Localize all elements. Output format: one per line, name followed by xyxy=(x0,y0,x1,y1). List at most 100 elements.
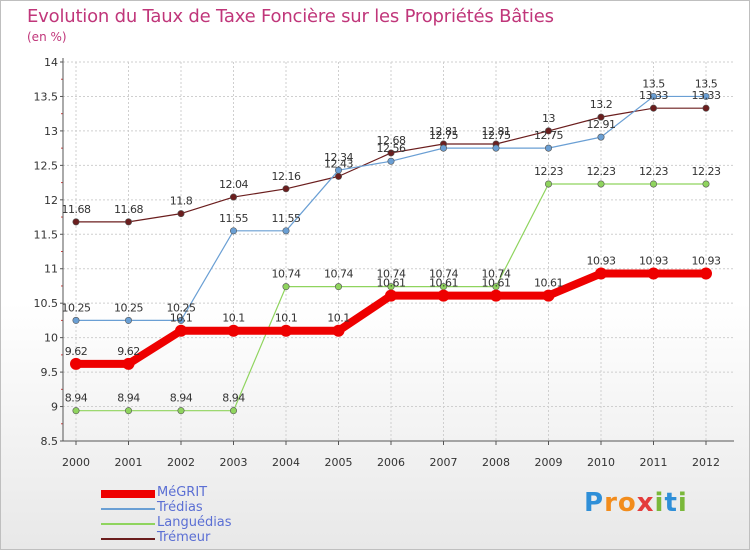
logo-letter: t xyxy=(664,488,678,518)
data-label-langu-dias: 8.94 xyxy=(170,392,193,405)
data-label-m-grit: 10.61 xyxy=(429,277,458,290)
data-label-tr-dias: 11.55 xyxy=(219,212,248,225)
y-tick-label: 11.5 xyxy=(34,228,59,241)
data-point-langu-dias xyxy=(702,180,710,188)
data-label-tr-dias: 10.25 xyxy=(167,301,196,314)
y-tick-label: 12.5 xyxy=(34,159,59,172)
logo-letter: i xyxy=(677,488,688,518)
data-label-langu-dias: 10.74 xyxy=(272,268,301,281)
data-point-m-grit xyxy=(175,324,187,337)
x-tick-label: 2010 xyxy=(587,456,615,469)
x-tick-label: 2005 xyxy=(325,456,353,469)
data-label-tr-meur: 11.68 xyxy=(114,203,143,216)
data-point-m-grit xyxy=(122,357,135,370)
data-point-m-grit xyxy=(437,289,450,302)
legend-label: Trémeur xyxy=(157,530,211,545)
data-point-langu-dias xyxy=(177,407,185,415)
data-label-tr-meur: 13.33 xyxy=(692,89,721,102)
y-tick-label: 9 xyxy=(51,401,58,414)
data-label-m-grit: 10.1 xyxy=(275,312,298,325)
data-point-m-grit xyxy=(332,324,345,337)
data-point-langu-dias xyxy=(334,283,342,291)
data-label-langu-dias: 10.74 xyxy=(324,268,353,281)
legend-label: Trédias xyxy=(157,500,203,515)
data-point-tr-dias xyxy=(72,316,80,324)
data-point-tr-meur xyxy=(282,185,290,193)
data-point-tr-meur xyxy=(125,218,133,226)
y-tick-label: 10.5 xyxy=(34,297,59,310)
data-label-m-grit: 10.61 xyxy=(482,277,511,290)
y-tick-label: 10 xyxy=(44,332,58,345)
data-label-tr-meur: 11.8 xyxy=(170,195,193,208)
data-label-tr-dias: 13.5 xyxy=(642,77,665,90)
data-point-langu-dias xyxy=(72,407,80,415)
data-label-langu-dias: 10.74 xyxy=(377,268,406,281)
data-point-langu-dias xyxy=(597,180,605,188)
data-point-m-grit xyxy=(595,267,607,280)
data-label-m-grit: 10.1 xyxy=(327,312,350,325)
data-point-m-grit xyxy=(70,357,82,370)
data-label-m-grit: 10.93 xyxy=(639,255,668,268)
data-point-m-grit xyxy=(385,289,397,302)
y-tick-label: 13 xyxy=(44,125,58,138)
data-point-tr-dias xyxy=(177,316,185,324)
y-tick-label: 13.5 xyxy=(34,90,59,103)
data-point-m-grit xyxy=(280,324,292,337)
data-point-tr-dias xyxy=(439,144,447,152)
data-label-tr-meur: 11.68 xyxy=(62,203,91,216)
legend-label: Languédias xyxy=(157,515,232,530)
data-point-langu-dias xyxy=(125,407,133,415)
y-tick-label: 12 xyxy=(44,194,58,207)
data-point-tr-meur xyxy=(649,104,657,112)
data-point-tr-meur xyxy=(72,218,80,226)
data-label-tr-dias: 11.55 xyxy=(272,212,301,225)
legend-swatch xyxy=(101,490,155,498)
data-point-tr-meur xyxy=(544,127,552,135)
data-label-langu-dias: 8.94 xyxy=(65,392,88,405)
data-point-tr-dias xyxy=(597,133,605,141)
data-label-tr-dias: 12.75 xyxy=(482,129,511,142)
data-point-tr-dias xyxy=(702,92,710,100)
data-label-m-grit: 9.62 xyxy=(117,345,140,358)
y-tick-label: 14 xyxy=(44,56,58,69)
data-label-m-grit: 10.93 xyxy=(692,255,721,268)
data-point-tr-dias xyxy=(492,144,500,152)
x-tick-label: 2008 xyxy=(482,456,510,469)
data-label-langu-dias: 12.23 xyxy=(692,165,721,178)
data-label-m-grit: 10.1 xyxy=(222,312,245,325)
data-point-tr-dias xyxy=(230,227,238,235)
data-point-langu-dias xyxy=(544,180,552,188)
data-point-tr-meur xyxy=(230,193,238,201)
x-tick-label: 2006 xyxy=(377,456,405,469)
data-point-tr-dias xyxy=(282,227,290,235)
y-tick-label: 9.5 xyxy=(41,366,59,379)
data-label-tr-meur: 12.81 xyxy=(482,125,511,138)
x-tick-label: 2002 xyxy=(167,456,195,469)
data-label-langu-dias: 12.23 xyxy=(587,165,616,178)
x-tick-label: 2012 xyxy=(692,456,720,469)
data-label-tr-meur: 12.81 xyxy=(429,125,458,138)
data-point-langu-dias xyxy=(282,283,290,291)
data-label-tr-dias: 12.75 xyxy=(429,129,458,142)
logo-letter: i xyxy=(654,488,665,518)
logo-letter: o xyxy=(617,488,637,518)
grid xyxy=(63,61,734,442)
legend-label: MéGRIT xyxy=(157,485,208,500)
data-point-langu-dias xyxy=(649,180,657,188)
series-lines xyxy=(70,92,712,415)
axes: 8.5 9 9.5 10 10.5 11 11.5 12 12.5 13 13.5 14 2000 200… xyxy=(34,56,734,469)
legend-swatch xyxy=(101,538,155,540)
data-label-tr-dias: 12.56 xyxy=(377,142,406,155)
logo-letter: P xyxy=(584,488,605,518)
x-tick-label: 2011 xyxy=(640,456,668,469)
data-label-langu-dias: 10.74 xyxy=(429,268,458,281)
data-label-langu-dias: 8.94 xyxy=(117,392,140,405)
y-tick-label: 11 xyxy=(44,263,58,276)
data-point-tr-meur xyxy=(597,113,605,121)
data-point-tr-dias xyxy=(125,316,133,324)
data-point-m-grit xyxy=(700,267,712,280)
data-label-tr-dias: 12.75 xyxy=(534,129,563,142)
data-label-tr-dias: 12.91 xyxy=(587,118,616,131)
